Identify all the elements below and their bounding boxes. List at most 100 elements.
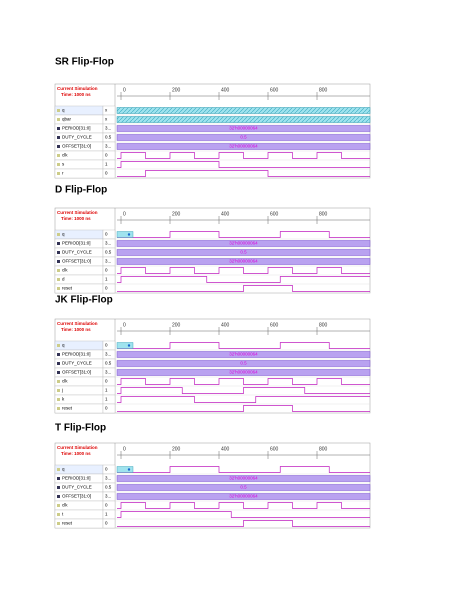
- section-title: D Flip-Flop: [55, 185, 107, 196]
- signal-value: 0: [105, 268, 108, 273]
- ruler-label: 0: [123, 446, 126, 452]
- ruler-label: 800: [319, 211, 328, 217]
- signal-name: PERIOD[31:0]: [62, 352, 91, 357]
- signal-name: q: [62, 343, 65, 348]
- ruler-label: 600: [270, 446, 279, 452]
- ruler-label: 0: [123, 211, 126, 217]
- signal-name: OFFSET[31:0]: [62, 259, 91, 264]
- signal-icon: [57, 136, 60, 139]
- bus-label: 0.5: [240, 250, 247, 255]
- signal-name: q: [62, 232, 65, 237]
- digital-wave: [117, 396, 370, 403]
- row-value-cell: [102, 403, 116, 414]
- ruler-label: 600: [270, 211, 279, 217]
- marker: [127, 468, 131, 471]
- digital-wave: [117, 276, 370, 283]
- signal-value: x: [105, 117, 108, 122]
- digital-wave: [117, 466, 370, 473]
- signal-name: reset: [62, 406, 73, 411]
- bus-label: 32'h00000064: [229, 476, 258, 481]
- signal-value: 0: [105, 379, 108, 384]
- signal-icon: [57, 504, 60, 507]
- signal-name: d: [62, 277, 65, 282]
- marker: [127, 344, 131, 347]
- signal-value: 0: [105, 286, 108, 291]
- bus-label: 32'h00000064: [229, 259, 258, 264]
- sim-label: Current Simulation: [57, 210, 98, 215]
- sim-label: Current Simulation: [57, 321, 98, 326]
- signal-name: t: [62, 512, 64, 517]
- signal-name: r: [62, 171, 64, 176]
- ruler-label: 600: [270, 322, 279, 328]
- signal-value: 3...: [105, 259, 111, 264]
- signal-icon: [57, 371, 60, 374]
- signal-value: 0: [105, 521, 108, 526]
- signal-icon: [57, 242, 60, 245]
- signal-icon: [57, 344, 60, 347]
- signal-icon: [57, 109, 60, 112]
- signal-value: 1: [105, 512, 108, 517]
- ruler-label: 0: [123, 87, 126, 93]
- q-highlight: [116, 231, 134, 238]
- signal-value: 3...: [105, 476, 111, 481]
- ruler-label: 800: [319, 446, 328, 452]
- bus-label: 32'h00000064: [229, 494, 258, 499]
- ruler-label: 600: [270, 87, 279, 93]
- signal-icon: [57, 398, 60, 401]
- signal-name: clk: [62, 503, 68, 508]
- signal-icon: [57, 278, 60, 281]
- signal-name: OFFSET[31:0]: [62, 144, 91, 149]
- signal-value: 1: [105, 397, 108, 402]
- signal-value: 0.5: [105, 250, 112, 255]
- q-highlight: [116, 342, 134, 349]
- signal-name: j: [61, 388, 63, 393]
- bus-wave: [116, 249, 371, 256]
- signal-icon: [57, 486, 60, 489]
- signal-icon: [57, 127, 60, 130]
- signal-name: k: [62, 397, 65, 402]
- signal-name: PERIOD[31:0]: [62, 241, 91, 246]
- ruler-label: 800: [319, 87, 328, 93]
- bus-label: 32'h00000064: [229, 126, 258, 131]
- bus-wave: [116, 143, 371, 150]
- ruler-label: 400: [221, 446, 230, 452]
- section-title: SR Flip-Flop: [55, 57, 114, 68]
- bus-wave: [116, 360, 371, 367]
- section-title: JK Flip-Flop: [55, 295, 113, 306]
- signal-value: 3...: [105, 126, 111, 131]
- signal-value: 0.5: [105, 485, 112, 490]
- ruler-label: 200: [172, 322, 181, 328]
- digital-wave: [117, 285, 370, 292]
- signal-icon: [57, 407, 60, 410]
- sim-label: Current Simulation: [57, 445, 98, 450]
- sim-label: Current Simulation: [57, 86, 98, 91]
- signal-name: s: [62, 162, 65, 167]
- signal-icon: [57, 172, 60, 175]
- signal-name: clk: [62, 268, 68, 273]
- ruler-label: 400: [221, 211, 230, 217]
- signal-value: 0: [105, 467, 108, 472]
- sim-time: Time: 1000 ns: [61, 216, 91, 221]
- signal-value: 0.5: [105, 135, 112, 140]
- signal-icon: [57, 380, 60, 383]
- signal-name: PERIOD[31:0]: [62, 126, 91, 131]
- signal-icon: [57, 477, 60, 480]
- section-title: T Flip-Flop: [55, 423, 106, 434]
- bus-label: 32'h00000064: [229, 144, 258, 149]
- bus-wave: [116, 369, 371, 376]
- signal-value: x: [105, 108, 108, 113]
- ruler-label: 800: [319, 322, 328, 328]
- signal-icon: [57, 269, 60, 272]
- signal-value: 0: [105, 343, 108, 348]
- ruler-label: 400: [221, 322, 230, 328]
- ruler-label: 200: [172, 87, 181, 93]
- bus-wave: [116, 351, 371, 358]
- digital-wave: [117, 378, 370, 385]
- signal-value: 3...: [105, 494, 111, 499]
- digital-wave: [117, 152, 370, 159]
- bus-label: 0.5: [240, 135, 247, 140]
- bus-wave: [116, 240, 371, 247]
